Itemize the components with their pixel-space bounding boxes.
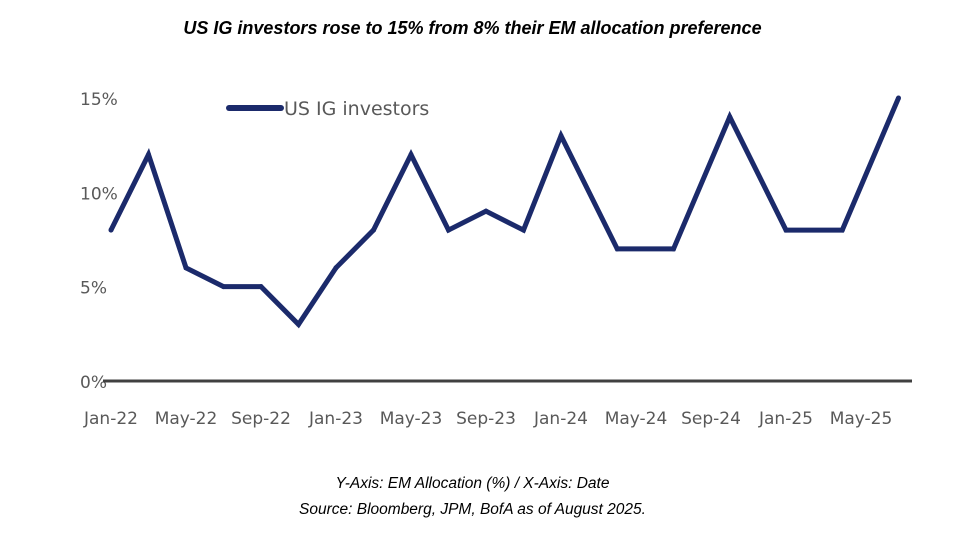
data-point [671, 246, 676, 252]
x-tick-label: May-23 [380, 409, 443, 429]
data-point [183, 265, 189, 271]
data-point [783, 227, 789, 233]
data-point [727, 114, 733, 120]
source-note: Source: Bloomberg, JPM, BofA as of Augus… [299, 501, 646, 518]
data-point [614, 246, 620, 252]
data-point [558, 133, 564, 139]
data-point [108, 227, 114, 233]
data-point [483, 208, 489, 214]
data-point [896, 95, 901, 101]
data-point [521, 227, 526, 233]
x-tick-label: Jan-25 [758, 409, 813, 429]
x-tick-label: Jan-23 [308, 409, 363, 429]
y-axis: 0% 5% 10% 15% [80, 90, 118, 393]
x-tick-label: May-22 [155, 409, 218, 429]
data-point [296, 321, 301, 327]
y-tick-label: 10% [80, 184, 118, 204]
chart-title: US IG investors rose to 15% from 8% thei… [183, 18, 762, 38]
legend: US IG investors [226, 98, 429, 120]
data-point [839, 227, 845, 233]
data-point [221, 284, 226, 290]
data-point [446, 227, 451, 233]
x-tick-label: Sep-24 [681, 409, 741, 429]
x-tick-label: Sep-23 [456, 409, 516, 429]
x-tick-label: Jan-24 [533, 409, 588, 429]
x-tick-label: May-24 [605, 409, 668, 429]
x-tick-label: May-25 [830, 409, 893, 429]
axes-note: Y-Axis: EM Allocation (%) / X-Axis: Date [335, 475, 610, 492]
data-point [408, 152, 414, 158]
x-tick-label: Sep-22 [231, 409, 291, 429]
series-line [108, 97, 901, 329]
x-axis: Jan-22 May-22 Sep-22 Jan-23 May-23 Sep-23 Jan-… [83, 409, 892, 429]
y-tick-label: 15% [80, 90, 118, 110]
data-point [371, 227, 376, 233]
y-tick-label: 0% [80, 373, 107, 393]
x-tick-label: Jan-22 [83, 409, 138, 429]
y-tick-label: 5% [80, 279, 107, 299]
series-group [108, 95, 901, 329]
legend-label: US IG investors [284, 98, 429, 120]
data-point [333, 265, 339, 271]
data-point [146, 152, 151, 158]
data-point [258, 284, 264, 290]
